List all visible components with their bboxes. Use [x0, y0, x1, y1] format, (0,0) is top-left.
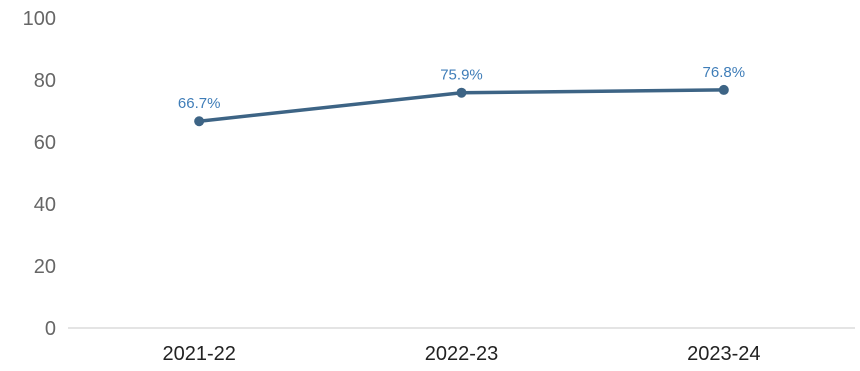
y-axis: 0 20 40 60 80 100 — [23, 8, 56, 340]
data-label: 66.7% — [178, 95, 221, 112]
y-tick-label: 80 — [34, 70, 56, 92]
y-tick-label: 0 — [45, 318, 56, 340]
y-tick-label: 20 — [34, 256, 56, 278]
data-labels: 66.7% 75.9% 76.8% — [178, 64, 745, 112]
y-tick-label: 100 — [23, 8, 56, 30]
x-axis: 2021-22 2022-23 2023-24 — [162, 343, 760, 365]
y-tick-label: 40 — [34, 194, 56, 216]
y-tick-label: 60 — [34, 132, 56, 154]
data-point[interactable] — [456, 87, 467, 98]
x-tick-label: 2022-23 — [425, 343, 498, 365]
x-tick-label: 2023-24 — [687, 343, 760, 365]
data-point[interactable] — [194, 116, 205, 127]
data-label: 76.8% — [703, 64, 746, 81]
x-tick-label: 2021-22 — [162, 343, 235, 365]
data-points — [194, 84, 729, 127]
data-label: 75.9% — [440, 67, 483, 84]
data-point[interactable] — [718, 84, 729, 95]
